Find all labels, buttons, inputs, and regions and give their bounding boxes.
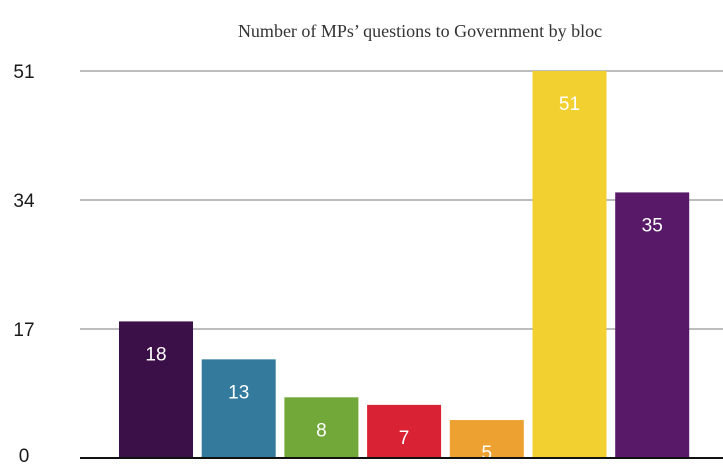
bar <box>119 321 193 458</box>
bar <box>201 359 276 458</box>
bar <box>532 71 607 458</box>
data-label: 7 <box>399 428 410 449</box>
y-tick-label: 0 <box>19 446 30 467</box>
chart-title: Number of MPs’ questions to Government b… <box>238 21 602 41</box>
data-labels: 18 13 8 7 5 51 35 <box>145 94 662 464</box>
data-label: 8 <box>316 420 327 441</box>
bar <box>367 404 442 458</box>
bar <box>615 192 690 459</box>
bar <box>284 397 359 458</box>
y-tick-label: 51 <box>13 62 34 83</box>
bar <box>449 420 524 458</box>
data-label: 5 <box>482 443 493 464</box>
data-label: 18 <box>145 344 166 365</box>
bars <box>119 71 690 459</box>
y-axis-ticks: 0 17 34 51 <box>13 62 35 467</box>
y-tick-label: 17 <box>13 320 34 341</box>
data-label: 51 <box>559 94 580 115</box>
data-label: 13 <box>228 382 249 403</box>
data-label: 35 <box>642 215 663 236</box>
y-tick-label: 34 <box>13 191 35 212</box>
